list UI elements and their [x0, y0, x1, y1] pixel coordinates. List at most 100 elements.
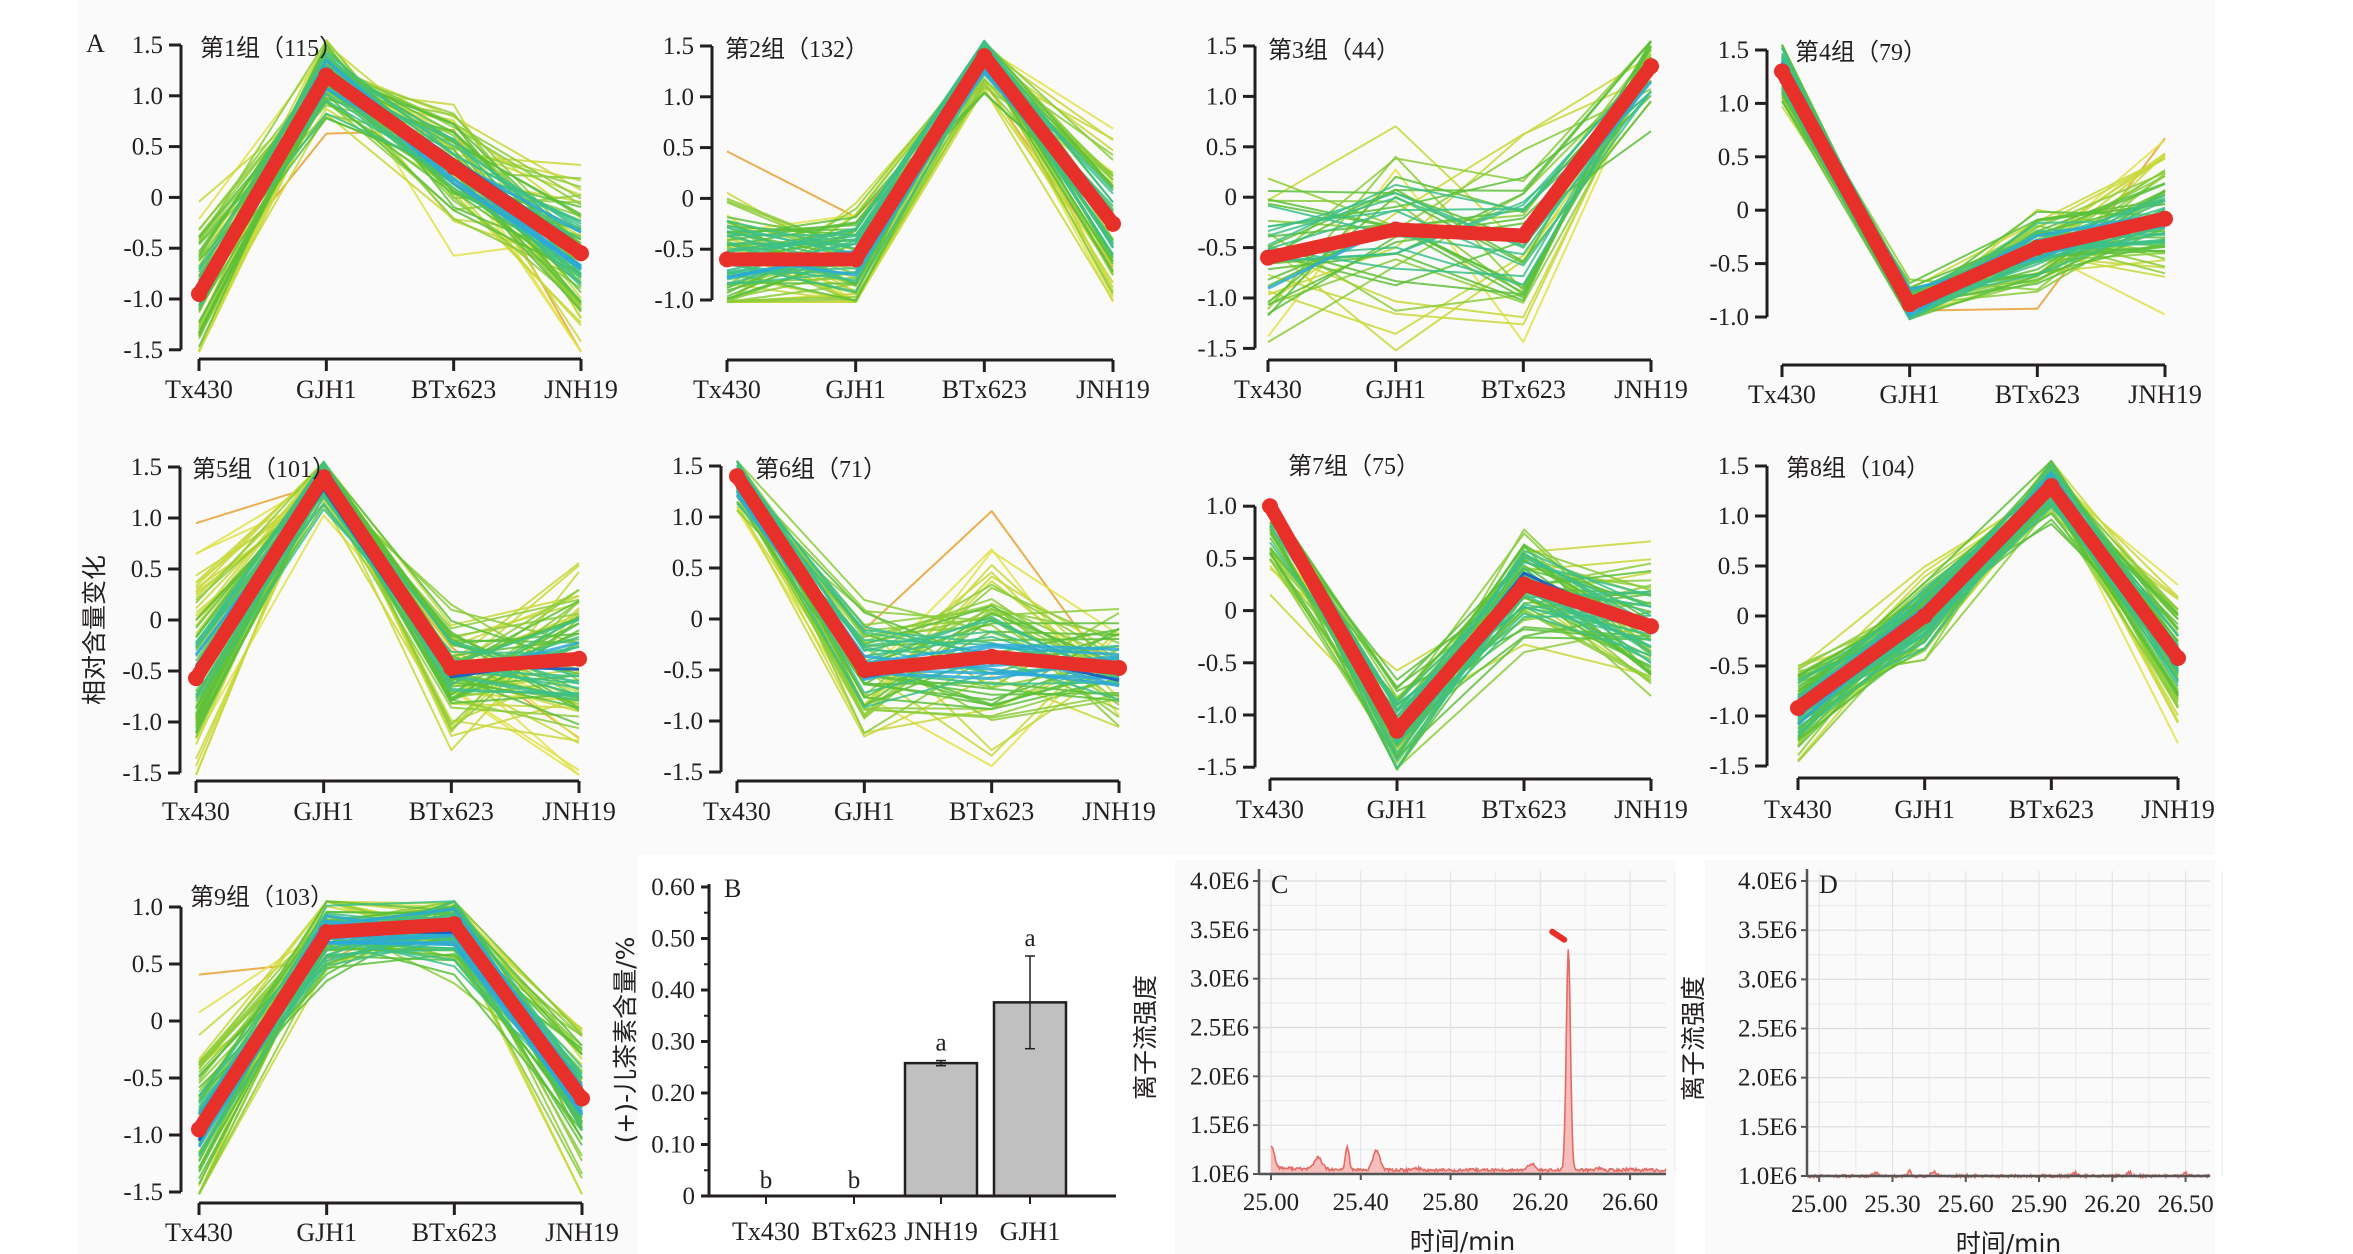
centroid-point: [1901, 296, 1918, 313]
y-tick-label: -1.5: [1709, 753, 1749, 780]
y-tick-label: -1.5: [663, 759, 703, 786]
y-tick-label: -1.5: [1197, 335, 1237, 362]
y-tick-label: 1.0: [1206, 493, 1237, 520]
y-tick-label: 0.20: [651, 1080, 695, 1107]
y-tick-label: 0: [682, 185, 695, 212]
y-tick-label: 3.0E6: [1738, 966, 1797, 993]
x-tick-label: BTx623: [942, 375, 1027, 404]
panel-c-chromatogram: 4.0E6 3.5E6 3.0E6 2.5E6 2.0E6 1.5E6 1.0E625.00…: [1131, 868, 1676, 1254]
panel-title: 第4组（79）: [1795, 39, 1927, 66]
x-tick-label: Tx430: [703, 797, 771, 826]
y-tick-label: 3.5E6: [1190, 917, 1249, 944]
member-line: [1267, 40, 1652, 264]
significance-letter: a: [935, 1030, 946, 1057]
centroid-point: [1643, 58, 1659, 75]
x-tick-label: GJH1: [1000, 1217, 1061, 1246]
member-line: [1267, 67, 1652, 286]
x-tick-label: JNH19: [2128, 380, 2202, 409]
x-tick-label: 26.20: [1512, 1189, 1568, 1216]
y-tick-label: 1.0: [131, 505, 162, 532]
panel-title: 第6组（71）: [755, 456, 887, 483]
x-tick-label: 25.40: [1333, 1189, 1389, 1216]
y-tick-label: -0.5: [663, 657, 703, 684]
centroid-point: [445, 158, 462, 175]
centroid-point: [315, 469, 332, 486]
centroid-point: [573, 245, 589, 262]
y-tick-label: 1.5: [663, 33, 694, 60]
centroid-line: [1263, 499, 1658, 738]
cluster-panel-8: 1.5 1.0 0.5 0 -0.5 -1.0 -1.5 Tx430 GJH1 BTx623 JNH…: [1709, 453, 2214, 824]
y-tick-label: -1.0: [654, 287, 694, 314]
x-tick-label: JNH19: [544, 375, 618, 404]
y-tick-label: -0.5: [1709, 251, 1749, 278]
centroid-point: [318, 67, 335, 84]
centroid-point: [2043, 478, 2060, 494]
centroid-point: [729, 468, 745, 485]
y-tick-label: 0.5: [1206, 134, 1237, 161]
x-tick-label: Tx430: [1234, 375, 1302, 404]
panel-title: 第3组（44）: [1268, 37, 1400, 64]
x-tick-label: 25.90: [2011, 1191, 2067, 1218]
x-axis-title: 时间/min: [1956, 1229, 2062, 1254]
centroid-line: [1791, 479, 2185, 715]
y-tick-label: 4.0E6: [1738, 868, 1797, 895]
y-tick-label: 1.5: [672, 453, 703, 480]
centroid-line: [189, 470, 586, 686]
centroid-point: [191, 285, 207, 302]
y-tick-label: 3.5E6: [1738, 917, 1797, 944]
panel-letter-d: D: [1819, 870, 1838, 899]
x-tick-label: GJH1: [296, 1218, 357, 1247]
centroid-point: [1790, 700, 1806, 716]
x-tick-label: Tx430: [732, 1217, 800, 1246]
centroid-point: [574, 1090, 590, 1107]
y-tick-label: 0: [1737, 603, 1750, 630]
y-tick-label: -1.0: [123, 286, 163, 313]
centroid-point: [2029, 239, 2046, 256]
cluster-panel-3: 1.5 1.0 0.5 0 -0.5 -1.0 -1.5 Tx430 GJH1 BTx623 JNH…: [1197, 33, 1687, 404]
y-tick-label: -1.5: [122, 760, 162, 787]
centroid-point: [1389, 722, 1405, 739]
y-tick-label: 4.0E6: [1190, 868, 1249, 895]
y-tick-label: -0.5: [1197, 650, 1237, 677]
y-tick-label: 0: [683, 1183, 696, 1210]
x-tick-label: 25.60: [1938, 1191, 1994, 1218]
profile-y-axis-title: 相对含量变化: [80, 555, 109, 705]
y-tick-label: 1.0: [132, 894, 163, 921]
x-tick-label: BTx623: [1481, 795, 1566, 824]
x-tick-label: Tx430: [162, 797, 230, 826]
x-tick-label: JNH19: [545, 1218, 619, 1247]
centroid-point: [1774, 63, 1790, 80]
member-line: [1267, 40, 1652, 271]
x-tick-label: Tx430: [1764, 795, 1832, 824]
x-tick-label: Tx430: [1748, 380, 1816, 409]
ion-trace-line: [1270, 949, 1667, 1174]
y-tick-label: -0.5: [1709, 653, 1749, 680]
centroid-line: [192, 68, 588, 301]
y-tick-label: 0.50: [651, 926, 695, 953]
y-tick-label: 2.5E6: [1738, 1016, 1797, 1043]
y-tick-label: -0.5: [123, 1065, 163, 1092]
member-line: [1267, 72, 1652, 306]
panel-title: 第2组（132）: [725, 36, 869, 63]
centroid-point: [1111, 659, 1127, 676]
y-tick-label: 1.5E6: [1738, 1114, 1797, 1141]
y-tick-label: 0: [691, 606, 704, 633]
panel-b-bar-chart: Bb Tx430 b BTx623 a JNH19 a GJH1 0 0.10 0.20 0.30 0.…: [611, 874, 1116, 1246]
centroid-point: [571, 650, 587, 667]
centroid-line: [1261, 59, 1658, 265]
y-tick-label: -0.5: [1197, 235, 1237, 262]
centroid-point: [2170, 650, 2186, 666]
y-tick-label: 1.0: [672, 504, 703, 531]
x-tick-label: 25.00: [1791, 1191, 1847, 1218]
y-tick-label: 0.5: [132, 134, 163, 161]
x-tick-label: GJH1: [825, 375, 886, 404]
panel-title: 第9组（103）: [190, 884, 334, 911]
y-tick-label: 0.5: [132, 951, 163, 978]
x-tick-label: JNH19: [904, 1217, 978, 1246]
centroid-point: [1516, 576, 1532, 593]
y-tick-label: 0.5: [1206, 545, 1237, 572]
x-tick-label: 26.20: [2084, 1191, 2140, 1218]
